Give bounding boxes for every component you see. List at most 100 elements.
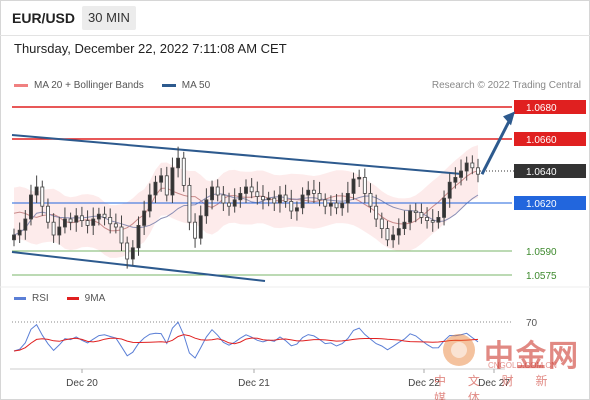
candle-body — [345, 192, 350, 204]
level-tag-3 — [514, 196, 586, 210]
candle — [170, 157, 175, 203]
candle-body — [34, 186, 39, 196]
candle — [159, 168, 164, 192]
candle-body — [385, 228, 390, 241]
copyright-text: Research © 2022 Trading Central — [431, 80, 581, 91]
candle — [261, 185, 265, 210]
candle — [79, 206, 84, 227]
candle — [187, 177, 192, 231]
candle-body — [176, 157, 181, 169]
ma9-swatch — [66, 297, 79, 300]
candle-body — [153, 181, 158, 196]
watermark-tagline: 中 文 财 新 媒 体 — [434, 374, 557, 400]
candle-body — [221, 194, 226, 204]
candle — [12, 228, 16, 247]
candle-body — [379, 218, 384, 229]
price-legend: MA 20 + Bollinger Bands MA 50 — [14, 80, 228, 91]
legend-item-rsi: RSI — [14, 293, 49, 304]
candle-body — [125, 242, 130, 260]
candle-body — [311, 189, 316, 194]
timeframe-button[interactable]: 30 MIN — [82, 6, 136, 30]
candle — [221, 186, 226, 211]
candle — [266, 191, 271, 207]
legend-item-bollinger: MA 20 + Bollinger Bands — [14, 80, 144, 91]
candle-body — [29, 194, 33, 220]
candle-body — [227, 202, 231, 207]
candle-body — [413, 210, 418, 214]
watermark-brand: 中金网 — [484, 339, 580, 374]
x-tick-label: Dec 20 — [66, 378, 98, 389]
rsi-line — [13, 321, 479, 359]
candle-body — [323, 199, 328, 207]
candle — [436, 211, 441, 229]
candle-body — [289, 200, 294, 212]
candle-body — [328, 202, 333, 207]
candle-body — [74, 215, 79, 223]
candle-body — [244, 186, 248, 194]
candle — [419, 203, 424, 224]
candle-body — [351, 178, 356, 194]
candle — [396, 218, 401, 245]
candle — [379, 212, 384, 239]
candle — [74, 208, 79, 232]
candle-body — [159, 175, 164, 183]
rsi-label: RSI — [32, 293, 49, 304]
rsi-ma9-line — [13, 334, 479, 352]
watermark-domain: CNGOLD.COM.CN — [488, 361, 557, 370]
candle-body — [51, 221, 56, 236]
candle — [193, 213, 198, 248]
level-label-3: 1.0620 — [526, 199, 557, 210]
candle — [391, 226, 396, 248]
candle-body — [391, 234, 396, 241]
candle-body — [204, 199, 209, 217]
candle — [470, 155, 475, 175]
candle — [345, 181, 350, 213]
candle — [238, 187, 243, 208]
candle-body — [362, 176, 367, 194]
candle — [249, 178, 254, 199]
candle-body — [85, 220, 90, 226]
bollinger-swatch — [14, 84, 28, 87]
candle — [328, 195, 333, 216]
candle — [29, 184, 33, 226]
candle-body — [306, 189, 311, 196]
candle — [447, 173, 452, 208]
candle — [351, 172, 356, 200]
candle — [311, 179, 316, 203]
candle-body — [232, 199, 237, 207]
candle — [125, 236, 130, 269]
candle-body — [294, 207, 299, 212]
candle-body — [181, 157, 186, 186]
candle-body — [476, 167, 480, 175]
candle-body — [317, 192, 322, 201]
candle-body — [130, 247, 135, 260]
legend-item-ma50: MA 50 — [161, 80, 210, 91]
candle-body — [396, 228, 401, 236]
candle — [102, 206, 107, 226]
candle-body — [453, 176, 458, 183]
candle — [164, 166, 169, 202]
candle-body — [57, 226, 62, 236]
candle-body — [215, 186, 220, 196]
candle — [408, 204, 413, 231]
x-tick-label: Dec 22 — [408, 378, 440, 389]
candle — [323, 193, 328, 215]
watermark-logo-inner — [451, 342, 467, 358]
candle — [153, 175, 158, 203]
candle — [453, 167, 458, 189]
candle — [96, 207, 101, 226]
candle-body — [261, 196, 265, 201]
candle-body — [198, 215, 203, 239]
level-tag-0 — [514, 100, 586, 114]
candle — [425, 207, 430, 229]
candle — [215, 179, 220, 202]
candle — [147, 183, 152, 218]
bollinger-label: MA 20 + Bollinger Bands — [34, 80, 144, 91]
candle-body — [334, 202, 339, 209]
candle-body — [368, 192, 373, 207]
chart-datetime: Thursday, December 22, 2022 7:11:08 AM C… — [14, 41, 287, 56]
level-label-4: 1.0590 — [526, 247, 557, 258]
candle-body — [79, 215, 84, 222]
candle — [476, 158, 480, 183]
